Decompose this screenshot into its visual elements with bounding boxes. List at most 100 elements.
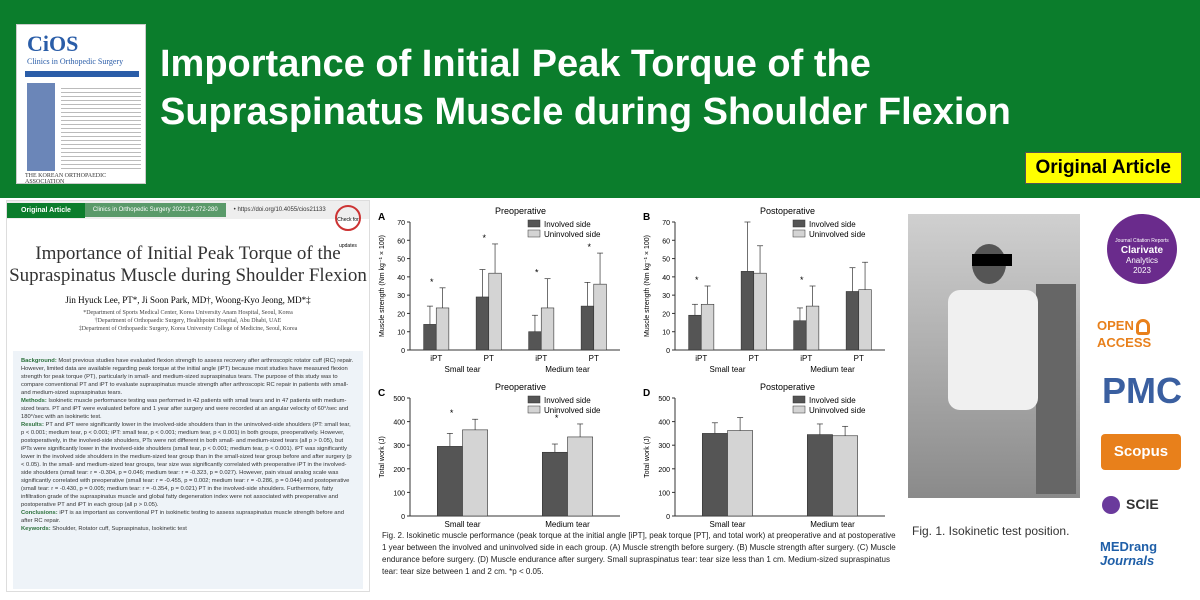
y-tick-label: 500	[393, 396, 405, 403]
abstract-para: Methods: Isokinetic muscle performance t…	[21, 397, 355, 421]
bar	[593, 283, 607, 351]
paper-first-page: Original Article Clinics in Orthopedic S…	[6, 200, 370, 592]
bar	[475, 296, 490, 351]
panel-letter: D	[643, 388, 650, 399]
bar	[805, 305, 820, 351]
x-tick-label: Small tear	[444, 520, 480, 529]
bar	[727, 430, 754, 517]
legend-swatch	[527, 395, 541, 404]
cover-illustration	[27, 83, 55, 171]
banner-title-line2: Supraspinatus Muscle during Shoulder Fle…	[160, 91, 1011, 133]
panel-letter: C	[378, 388, 385, 399]
bar	[688, 314, 702, 351]
photo-face-censor	[972, 254, 1012, 266]
legend-label: Involved side	[809, 396, 856, 405]
y-tick-label: 60	[662, 238, 670, 245]
y-tick-label: 0	[401, 514, 405, 521]
panel-letter: B	[643, 212, 650, 223]
bar	[858, 289, 872, 351]
y-tick-label: 30	[662, 293, 670, 300]
abstract-text: iPT is as important as conventional PT i…	[21, 510, 344, 524]
photo-machine	[1036, 284, 1076, 494]
bar	[528, 331, 542, 351]
bar	[435, 307, 450, 351]
y-tick-label: 50	[662, 257, 670, 264]
figure-2-caption: Fig. 2. Isokinetic muscle performance (p…	[382, 531, 896, 576]
abstract-head: Background:	[21, 358, 57, 364]
legend-label: Uninvolved side	[809, 406, 866, 415]
bar	[701, 433, 728, 517]
pmc-logo: PMC	[1102, 370, 1182, 411]
scie-logo: SCIE	[1102, 496, 1159, 515]
x-tick-label: Small tear	[709, 520, 745, 529]
clarivate-top: Journal Citation Reports	[1115, 238, 1169, 244]
x-tick-label: iPT	[535, 354, 547, 363]
cover-toc	[61, 85, 141, 171]
bar	[540, 307, 555, 351]
group-label: Medium tear	[810, 365, 855, 374]
scopus-logo: Scopus	[1101, 434, 1181, 470]
bar	[488, 272, 502, 351]
paper-doi: • https://doi.org/10.4055/cios21133	[233, 207, 326, 213]
y-axis-label: Total work (J)	[379, 436, 386, 478]
y-tick-label: 100	[393, 490, 405, 497]
figure-2-charts: A Preoperative 0 10 20 30 40 50 60 70 Muscle stren…	[378, 206, 885, 529]
y-tick-label: 400	[393, 420, 405, 427]
bar	[423, 324, 437, 351]
lock-icon	[1135, 318, 1150, 335]
y-tick-label: 300	[658, 443, 670, 450]
x-tick-label: PT	[749, 354, 759, 363]
y-tick-label: 70	[662, 220, 670, 227]
legend-swatch	[792, 229, 806, 238]
bar	[740, 271, 755, 351]
significance-star: *	[430, 277, 434, 287]
group-label: Small tear	[709, 365, 745, 374]
bar	[542, 451, 568, 517]
y-tick-label: 400	[658, 420, 670, 427]
y-tick-label: 300	[393, 443, 405, 450]
y-tick-label: 20	[662, 311, 670, 318]
y-tick-label: 100	[658, 490, 670, 497]
bar	[832, 435, 859, 517]
significance-star: *	[555, 413, 559, 423]
legend-label: Involved side	[809, 220, 856, 229]
x-tick-label: PT	[854, 354, 864, 363]
abstract-head: Results:	[21, 422, 44, 428]
aff-3: ‡Department of Orthopaedic Surgery, Kore…	[78, 326, 298, 332]
cover-bar	[25, 71, 139, 77]
y-tick-label: 10	[397, 330, 405, 337]
y-tick-label: 40	[662, 275, 670, 282]
paper-authors: Jin Hyuck Lee, PT*, Ji Soon Park, MD†, W…	[65, 295, 311, 305]
medrang-logo: MEDrang Journals	[1100, 540, 1157, 568]
bar	[567, 436, 594, 517]
abstract-head: Conclusions:	[21, 510, 58, 516]
x-tick-label: Medium tear	[810, 520, 855, 529]
abstract-text: Isokinetic muscle performance testing wa…	[21, 398, 349, 420]
significance-star: *	[535, 268, 539, 278]
cover-publisher: THE KOREAN ORTHOPAEDIC ASSOCIATION	[25, 173, 107, 185]
bar	[753, 272, 767, 351]
legend-label: Involved side	[544, 220, 591, 229]
bar	[806, 434, 833, 517]
y-axis-label: Total work (J)	[644, 436, 651, 478]
medrang-text: MEDrang	[1100, 539, 1158, 554]
chart-title: Preoperative	[495, 382, 546, 392]
abstract-text: PT and iPT were significantly lower in t…	[21, 422, 352, 508]
y-tick-label: 50	[397, 257, 405, 264]
isokinetic-test-photo	[908, 214, 1080, 498]
legend-swatch	[792, 405, 806, 414]
paper-header: Original Article Clinics in Orthopedic S…	[7, 201, 369, 219]
scie-globe-icon	[1102, 496, 1120, 515]
paper-title: Importance of Initial Peak Torque of the…	[9, 243, 367, 286]
header-banner: CiOS Clinics in Orthopedic Surgery THE K…	[0, 0, 1200, 198]
significance-star: *	[695, 275, 699, 285]
significance-star: *	[482, 233, 486, 243]
y-tick-label: 500	[658, 396, 670, 403]
cover-subtitle: Clinics in Orthopedic Surgery	[27, 57, 124, 66]
legend-swatch	[527, 229, 541, 238]
group-label: Medium tear	[545, 365, 590, 374]
clarivate-year: 2023	[1133, 266, 1151, 275]
cover-logo: CiOS	[27, 31, 79, 56]
x-tick-label: iPT	[800, 354, 812, 363]
figure-1-caption: Fig. 1. Isokinetic test position.	[912, 524, 1070, 538]
